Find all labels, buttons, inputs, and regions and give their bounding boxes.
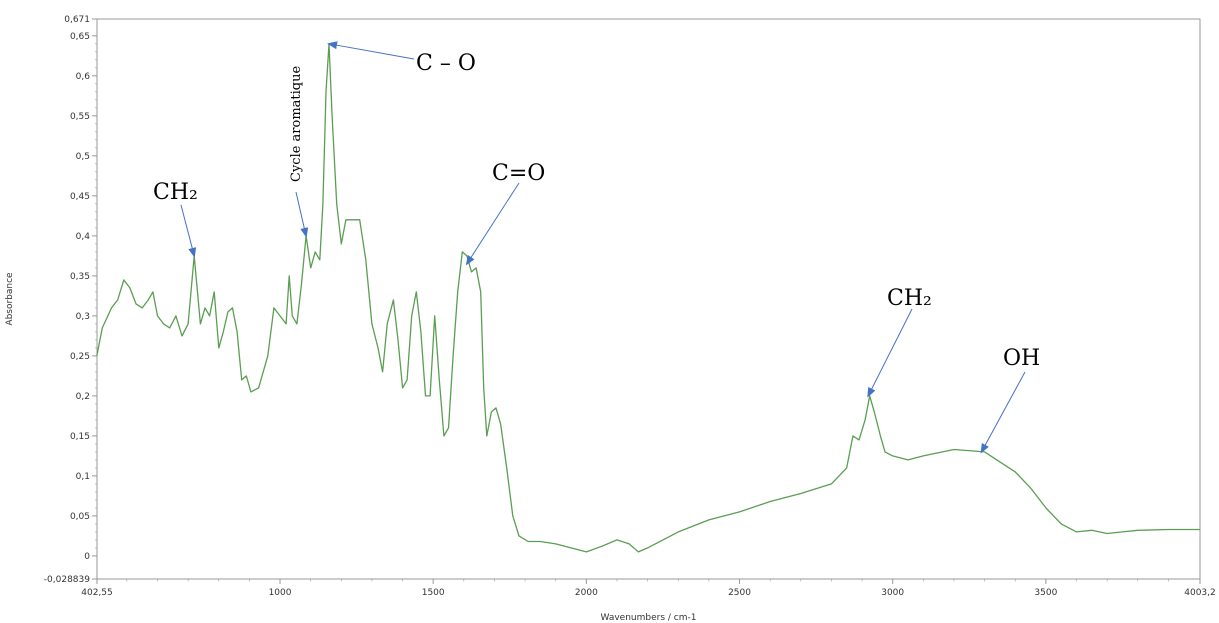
annotation-arrow	[327, 41, 415, 60]
annotation-label: CH₂	[887, 286, 932, 311]
annotation-label: OH	[1003, 346, 1040, 371]
y-tick-label: 0,55	[70, 112, 90, 122]
y-tick-label: 0,25	[70, 352, 90, 362]
series	[96, 43, 1200, 553]
y-tick-label: -0,028839	[44, 575, 90, 585]
y-tick-label: 0,45	[70, 192, 90, 202]
x-tick-label: 2500	[728, 588, 751, 598]
x-tick-label: 3000	[881, 588, 904, 598]
annotation-arrow	[180, 204, 197, 258]
y-tick-label: 0,05	[70, 512, 90, 522]
y-tick-label: 0,35	[70, 272, 90, 282]
x-tick-label: 402,55	[81, 588, 113, 598]
y-tick-label: 0	[84, 552, 90, 562]
y-tick-label: 0,15	[70, 432, 90, 442]
y-axis-label: Absorbance	[5, 272, 15, 326]
x-tick-label: 3500	[1034, 588, 1057, 598]
annotation-arrow	[465, 182, 520, 266]
plot-frame	[96, 18, 1201, 580]
y-tick-label: 0,3	[76, 312, 90, 322]
annotation-label: CH₂	[153, 180, 198, 205]
x-axis-ticks: 402,55 1000 1500 2000 2500 3000 3500 4003,2	[81, 579, 1216, 598]
y-tick-label: 0,65	[70, 32, 90, 42]
y-tick-label: 0,1	[76, 472, 90, 482]
axes	[96, 18, 1201, 580]
annotation-arrow	[295, 191, 309, 238]
spectrum-line	[96, 43, 1200, 553]
annotation-arrow	[867, 308, 913, 398]
y-tick-label: 0,4	[76, 232, 91, 242]
x-tick-label: 2000	[575, 588, 598, 598]
y-axis-ticks: -0,028839 0 0,05 0,1 0,15 0,2 0,25 0,3 0,35 0,4 0,…	[44, 15, 97, 585]
annotation-arrow	[980, 371, 1026, 454]
y-tick-label: 0,671	[64, 15, 90, 25]
y-tick-label: 0,6	[76, 72, 91, 82]
annotation-label: Cycle aromatique	[289, 65, 304, 182]
x-tick-label: 4003,2	[1184, 588, 1216, 598]
y-tick-label: 0,2	[76, 392, 90, 402]
annotations: CH₂ Cycle aromatique C – O C=O CH₂ OH	[153, 41, 1040, 454]
y-tick-label: 0,5	[76, 152, 90, 162]
x-axis-label: Wavenumbers / cm-1	[601, 613, 697, 623]
x-tick-label: 1500	[422, 588, 445, 598]
x-tick-label: 1000	[269, 588, 292, 598]
annotation-label: C=O	[492, 161, 545, 186]
annotation-label: C – O	[416, 51, 476, 76]
